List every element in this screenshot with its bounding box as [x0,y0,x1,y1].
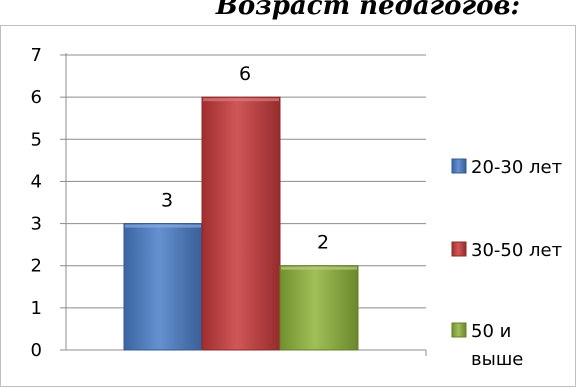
legend-label-3: 50 и выше [471,321,523,370]
bar-3-highlight [281,266,357,270]
bar-1 [123,223,203,351]
legend-swatch-1 [451,158,467,174]
data-label-1: 3 [161,190,173,212]
legend: 20-30 лет 30-50 лет 50 и выше [451,157,562,370]
bar-2-highlight [203,98,279,102]
legend-label-1: 20-30 лет [471,157,562,178]
chart-title: Возраст педагогов: [215,0,520,21]
y-tick-label-0: 0 [31,340,42,361]
bar-2 [201,96,281,351]
y-tick-label-4: 4 [31,171,42,192]
y-tick-label-2: 2 [31,256,42,277]
legend-swatch-2 [451,241,467,257]
y-tick-label-5: 5 [31,129,42,150]
legend-swatch-3 [451,322,467,338]
legend-label-2: 30-50 лет [471,240,562,261]
y-tick-label-6: 6 [31,87,42,108]
bar-1-highlight [125,224,201,228]
y-tick-label-7: 7 [31,45,42,66]
y-tick-label-1: 1 [31,298,42,319]
bars [123,96,359,351]
data-label-3: 2 [317,232,329,254]
bar-3 [279,265,359,351]
data-labels: 3 6 2 [161,63,329,254]
data-label-2: 6 [239,63,251,85]
y-tick-label-3: 3 [31,214,42,235]
